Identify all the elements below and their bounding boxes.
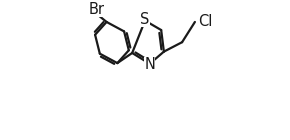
Text: N: N <box>144 57 155 72</box>
Text: S: S <box>140 12 150 27</box>
Text: Br: Br <box>89 2 105 17</box>
Text: Cl: Cl <box>198 14 213 29</box>
